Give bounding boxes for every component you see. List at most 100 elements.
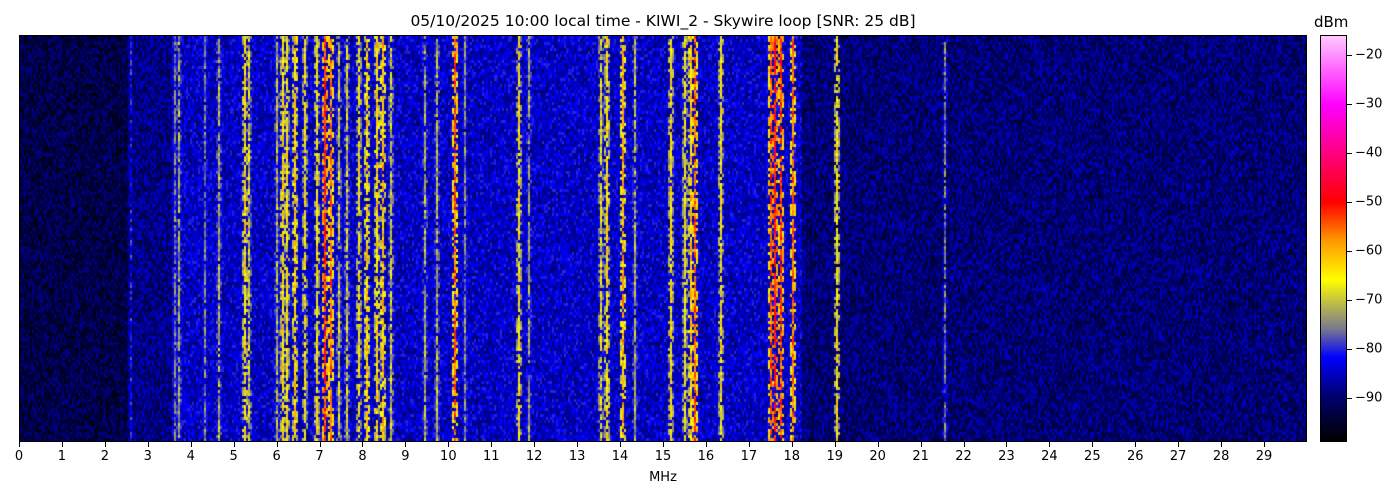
signal-band <box>178 36 181 441</box>
spectrogram-plot-area <box>19 35 1307 442</box>
colorbar-tick-label: −80 <box>1355 341 1383 357</box>
signal-band <box>768 36 771 441</box>
signal-band <box>216 36 219 441</box>
signal-band <box>204 36 207 441</box>
signal-band <box>633 36 636 441</box>
signal-band <box>285 36 288 441</box>
x-tick <box>448 442 450 447</box>
signal-band <box>620 36 623 441</box>
signal-band <box>942 36 945 441</box>
x-tick <box>1092 442 1094 447</box>
signal-band <box>242 36 245 441</box>
signal-band <box>463 36 466 441</box>
signal-band <box>453 36 456 441</box>
colorbar-tick-label: −70 <box>1355 292 1383 308</box>
colorbar-tick <box>1347 152 1352 154</box>
signal-band <box>779 36 782 441</box>
signal-band <box>324 36 327 441</box>
x-tick <box>877 442 879 447</box>
signal-band <box>528 36 531 441</box>
signal-band <box>356 36 359 441</box>
signal-band <box>689 36 692 441</box>
x-tick <box>577 442 579 447</box>
signal-band <box>517 36 520 441</box>
x-tick <box>1178 442 1180 447</box>
x-tick-label: 6 <box>272 449 281 464</box>
signal-band <box>423 36 426 441</box>
x-tick <box>620 442 622 447</box>
x-tick-label: 26 <box>1126 449 1144 464</box>
x-tick <box>920 442 922 447</box>
signal-band <box>605 36 608 441</box>
colorbar-tick <box>1347 103 1352 105</box>
x-tick-label: 3 <box>143 449 152 464</box>
x-tick <box>1049 442 1051 447</box>
x-tick <box>19 442 20 447</box>
colorbar-tick-label: −30 <box>1355 96 1383 112</box>
signal-band <box>345 36 348 441</box>
colorbar-tick <box>1347 397 1352 399</box>
colorbar-tick-label: −50 <box>1355 194 1383 210</box>
signal-band <box>792 36 795 441</box>
chart-title: 05/10/2025 10:00 local time - KIWI_2 - S… <box>410 12 916 30</box>
x-tick <box>491 442 493 447</box>
signal-band <box>388 36 391 441</box>
signal-band <box>294 36 297 441</box>
x-tick <box>1264 442 1266 447</box>
signal-band <box>281 36 284 441</box>
colorbar-tick-label: −20 <box>1355 47 1383 63</box>
signal-band <box>682 36 685 441</box>
signal-band <box>772 36 775 441</box>
x-tick <box>147 442 149 447</box>
signal-band <box>719 36 722 441</box>
x-tick <box>362 442 364 447</box>
spectrogram-heatmap <box>20 36 1306 441</box>
signal-band <box>128 36 131 441</box>
x-tick-label: 28 <box>1212 449 1230 464</box>
x-tick-label: 11 <box>482 449 500 464</box>
signal-band <box>274 36 277 441</box>
signal-band <box>302 36 305 441</box>
signal-band <box>435 36 438 441</box>
x-tick-label: 5 <box>229 449 238 464</box>
x-tick <box>233 442 235 447</box>
x-tick <box>1006 442 1008 447</box>
x-tick <box>963 442 965 447</box>
x-tick-label: 21 <box>912 449 929 464</box>
x-tick-label: 15 <box>654 449 672 464</box>
x-tick-label: 4 <box>186 449 195 464</box>
colorbar-tick <box>1347 201 1352 203</box>
x-tick <box>705 442 707 447</box>
x-tick <box>834 442 836 447</box>
x-tick-label: 16 <box>697 449 715 464</box>
colorbar <box>1320 35 1347 442</box>
colorbar-tick-label: −90 <box>1355 390 1383 406</box>
x-tick <box>748 442 750 447</box>
signal-band <box>365 36 368 441</box>
x-tick-label: 23 <box>998 449 1015 464</box>
signal-band <box>174 36 177 441</box>
signal-band <box>669 36 672 441</box>
signal-band <box>599 36 602 441</box>
x-tick-label: 20 <box>869 449 886 464</box>
signal-band <box>247 36 250 441</box>
colorbar-label: dBm <box>1314 13 1349 31</box>
signal-band <box>835 36 838 441</box>
x-tick <box>791 442 793 447</box>
x-tick-label: 12 <box>525 449 543 464</box>
x-tick-label: 19 <box>826 449 843 464</box>
x-tick <box>319 442 321 447</box>
x-tick-label: 13 <box>568 449 586 464</box>
x-tick <box>405 442 407 447</box>
x-tick-label: 8 <box>358 449 367 464</box>
signal-band <box>315 36 318 441</box>
x-axis-label: MHz <box>649 470 677 485</box>
colorbar-tick-label: −40 <box>1355 145 1383 161</box>
colorbar-tick <box>1347 250 1352 252</box>
x-tick-label: 24 <box>1041 449 1058 464</box>
x-tick <box>663 442 664 447</box>
x-tick <box>61 442 63 447</box>
x-tick-label: 22 <box>955 449 972 464</box>
x-tick <box>534 442 536 447</box>
x-tick <box>104 442 106 447</box>
